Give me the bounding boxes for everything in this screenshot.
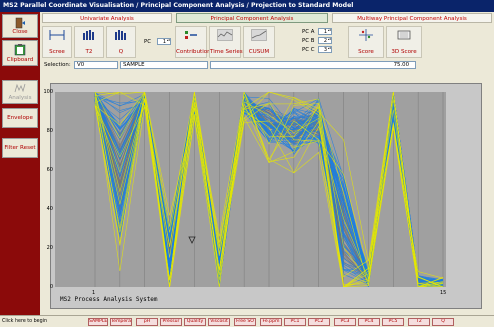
- variable-button-13[interactable]: PC5: [382, 318, 404, 326]
- analysis-icon: [14, 83, 26, 93]
- x-tick-first: 1: [92, 290, 96, 296]
- variable-button-3[interactable]: pH: [136, 318, 158, 326]
- time-series-button[interactable]: Time Series: [209, 26, 243, 58]
- ribbon: Univariate Analysis Principal Component …: [40, 12, 494, 60]
- contribution-label: Contribution: [176, 49, 211, 55]
- pcc-spinner[interactable]: 3: [318, 46, 332, 53]
- status-text: Click here to begin: [2, 319, 48, 324]
- cusum-button[interactable]: CUSUM: [243, 26, 275, 58]
- variable-button-11[interactable]: PC3: [334, 318, 356, 326]
- selection-name-field[interactable]: SAMPLE: [120, 61, 208, 69]
- y-tick-20: 20: [46, 245, 53, 251]
- score-3d-icon: [397, 30, 411, 40]
- pcb-label: PC B: [302, 38, 315, 44]
- y-tick-60: 60: [46, 167, 53, 173]
- time-series-icon: [217, 29, 233, 41]
- envelope-label: Envelope: [7, 115, 33, 121]
- variable-button-12[interactable]: PC4: [358, 318, 380, 326]
- pca-label: PC A: [302, 29, 315, 35]
- clipboard-button[interactable]: Clipboard: [2, 40, 38, 66]
- pcb-spinner[interactable]: 2: [318, 37, 332, 44]
- contribution-icon: [185, 31, 197, 39]
- close-label: Close: [12, 29, 28, 35]
- scree-label: Scree: [49, 49, 65, 55]
- pc-label: PC: [144, 39, 152, 45]
- cusum-label: CUSUM: [248, 49, 270, 55]
- variable-button-8[interactable]: Fe.ppm: [260, 318, 282, 326]
- tab-univariate[interactable]: Univariate Analysis: [42, 13, 172, 23]
- q-button[interactable]: Q: [106, 26, 136, 58]
- x-tick-last: 15: [440, 290, 447, 296]
- variable-button-1[interactable]: SAMPLE: [88, 318, 108, 326]
- y-tick-100: 100: [43, 89, 53, 95]
- t2-bar-icon: [83, 30, 94, 40]
- variable-bar: Click here to begin SAMPLE Tempera pH Press…: [0, 315, 494, 327]
- clipboard-label: Clipboard: [6, 57, 34, 63]
- filter-reset-button[interactable]: Filter Reset: [2, 138, 38, 158]
- tab-multiway-pca[interactable]: Multiway Principal Component Analysis: [332, 13, 492, 23]
- pcc-label: PC C: [302, 47, 315, 53]
- scree-button[interactable]: Scree: [42, 26, 72, 58]
- window-title: MS2 Parallel Coordinate Visualisation / …: [0, 0, 494, 12]
- score-button[interactable]: Score: [348, 26, 384, 58]
- y-tick-0: 0: [49, 284, 53, 290]
- variable-button-10[interactable]: PC2: [308, 318, 330, 326]
- close-button[interactable]: Close: [2, 14, 38, 38]
- plot-caption: MS2 Process Analysis System: [60, 296, 158, 303]
- selection-label: Selection:: [44, 62, 71, 68]
- variable-button-9[interactable]: PC1: [284, 318, 306, 326]
- parallel-coordinates-plot[interactable]: [55, 90, 446, 288]
- variable-button-6[interactable]: Viscosit: [208, 318, 230, 326]
- cusum-icon: [251, 29, 267, 41]
- clipboard-icon: [14, 44, 26, 56]
- q-bar-icon: [115, 30, 126, 40]
- filter-reset-label: Filter Reset: [4, 145, 36, 151]
- selection-value-field[interactable]: 75.00: [210, 61, 416, 69]
- tab-pca[interactable]: Principal Component Analysis: [176, 13, 328, 23]
- score-icon: [359, 29, 373, 41]
- q-label: Q: [118, 49, 124, 55]
- y-tick-80: 80: [46, 128, 53, 134]
- analysis-label: Analysis: [8, 95, 32, 101]
- sidebar: Close Clipboard Analysis Envelope Filter…: [0, 12, 40, 315]
- parallel-coordinates-svg: [55, 90, 446, 288]
- door-exit-icon: [15, 17, 25, 29]
- variable-button-14[interactable]: T2: [408, 318, 430, 326]
- variable-button-4[interactable]: Pressur: [160, 318, 182, 326]
- variable-button-2[interactable]: Tempera: [110, 318, 132, 326]
- y-tick-40: 40: [46, 206, 53, 212]
- pca-spinner[interactable]: 1: [318, 28, 332, 35]
- selection-bar: Selection: V0 SAMPLE 75.00: [40, 60, 494, 71]
- t2-label: T2: [85, 49, 93, 55]
- analysis-button[interactable]: Analysis: [2, 80, 38, 104]
- pc-spinner[interactable]: 1: [157, 38, 171, 45]
- score-3d-button[interactable]: 3D Score: [386, 26, 422, 58]
- envelope-button[interactable]: Envelope: [2, 108, 38, 128]
- scree-icon: [49, 30, 65, 40]
- variable-button-7[interactable]: Free SO: [234, 318, 256, 326]
- score-label: Score: [358, 49, 374, 55]
- variable-button-5[interactable]: Quality: [184, 318, 206, 326]
- t2-button[interactable]: T2: [74, 26, 104, 58]
- score-3d-label: 3D Score: [391, 49, 417, 55]
- time-series-label: Time Series: [210, 49, 243, 55]
- selection-id-field[interactable]: V0: [74, 61, 118, 69]
- variable-button-15[interactable]: Q: [432, 318, 454, 326]
- contribution-button[interactable]: Contribution: [175, 26, 211, 58]
